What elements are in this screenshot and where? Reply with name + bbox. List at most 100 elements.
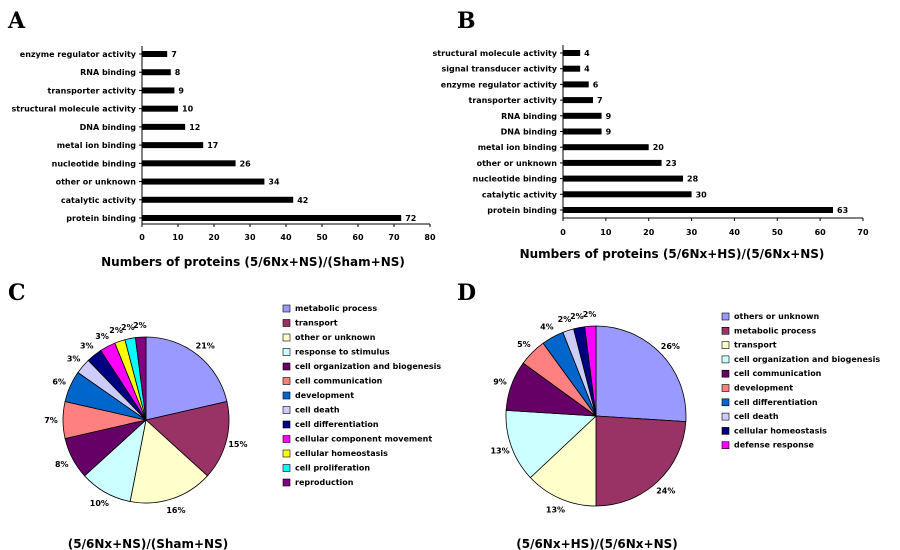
x-axis-label: Numbers of proteins (5/6Nx+HS)/(5/6Nx+NS…: [520, 247, 825, 261]
panel-letter: C: [8, 280, 26, 306]
legend-label: cell communication: [295, 377, 383, 386]
legend-swatch: [282, 478, 291, 487]
x-tick-label: 40: [729, 228, 741, 237]
slice-percent-label: 9%: [493, 377, 507, 386]
x-tick-label: 0: [560, 228, 566, 237]
legend-swatch: [721, 369, 730, 378]
legend-label: metabolic process: [734, 326, 816, 335]
bar-value-label: 10: [182, 105, 194, 114]
category-label: nucleotide binding: [52, 159, 137, 168]
category-label: other or unknown: [56, 178, 137, 187]
legend-swatch: [282, 464, 291, 472]
bar-value-label: 26: [240, 159, 252, 168]
legend-label: cellular homeostasis: [295, 449, 388, 458]
bar: [563, 175, 683, 182]
bar: [142, 178, 265, 185]
bar: [563, 159, 662, 166]
category-label: catalytic activity: [482, 190, 558, 199]
x-tick-label: 10: [172, 233, 184, 242]
category-label: enzyme regulator activity: [20, 50, 137, 59]
x-tick-label: 60: [815, 228, 827, 237]
slice-percent-label: 8%: [55, 460, 69, 469]
category-label: DNA binding: [80, 123, 137, 132]
legend-swatch: [721, 427, 730, 435]
x-tick-label: 60: [352, 233, 364, 242]
panel-letter: D: [457, 280, 476, 306]
pie-caption: (5/6Nx+NS)/(Sham+NS): [68, 537, 228, 550]
legend-label: reproduction: [295, 478, 354, 487]
x-tick-label: 50: [772, 228, 784, 237]
slice-percent-label: 6%: [52, 378, 66, 387]
bar: [142, 87, 175, 94]
pie-slice: [129, 419, 209, 504]
bar-value-label: 4: [584, 49, 590, 58]
x-tick-label: 20: [643, 228, 655, 237]
category-label: transporter activity: [48, 86, 137, 95]
x-tick-label: 40: [280, 233, 292, 242]
bar-value-label: 12: [189, 123, 200, 132]
bar: [563, 128, 602, 135]
bar-value-label: 7: [171, 50, 177, 59]
x-tick-label: 50: [316, 233, 328, 242]
bar: [142, 51, 168, 57]
legend-label: cell organization and biogenesis: [734, 355, 880, 364]
slice-percent-label: 24%: [656, 486, 675, 495]
legend-label: cell organization and biogenesis: [295, 362, 441, 371]
bar-value-label: 9: [606, 128, 612, 137]
slice-percent-label: 15%: [228, 440, 247, 449]
legend-label: cell differentiation: [734, 398, 818, 407]
panel-letter: A: [7, 8, 26, 34]
x-tick-label: 70: [857, 228, 869, 237]
bar-value-label: 34: [268, 178, 280, 187]
legend-swatch: [721, 412, 730, 421]
legend-swatch: [282, 333, 291, 342]
x-tick-label: 30: [686, 228, 698, 237]
legend-swatch: [282, 406, 291, 414]
category-label: metal ion binding: [478, 143, 558, 152]
x-tick-label: 70: [388, 233, 400, 242]
category-label: protein binding: [66, 214, 136, 223]
legend-swatch: [721, 326, 730, 335]
pie-slice: [145, 336, 228, 421]
slice-percent-label: 2%: [558, 315, 572, 324]
category-label: protein binding: [487, 206, 557, 215]
bar: [563, 112, 602, 119]
x-tick-label: 0: [139, 233, 145, 242]
legend-label: cell proliferation: [295, 464, 370, 473]
legend-label: cell death: [295, 406, 340, 415]
category-label: transporter activity: [469, 96, 558, 105]
slice-percent-label: 10%: [90, 499, 109, 508]
bar-value-label: 28: [687, 175, 699, 184]
bar-value-label: 42: [297, 196, 308, 205]
legend-swatch: [721, 355, 730, 364]
legend-label: cell communication: [734, 369, 822, 378]
x-tick-label: 80: [424, 233, 436, 242]
bar: [563, 144, 649, 151]
slice-percent-label: 13%: [490, 447, 509, 456]
category-label: RNA binding: [80, 68, 136, 77]
bar: [563, 207, 833, 213]
legend-swatch: [282, 362, 291, 371]
bar: [142, 215, 402, 221]
legend-swatch: [721, 384, 730, 392]
category-label: DNA binding: [501, 128, 558, 137]
legend-label: others or unknown: [734, 312, 819, 321]
slice-percent-label: 2%: [570, 312, 584, 321]
slice-percent-label: 2%: [121, 323, 135, 332]
legend-label: development: [295, 391, 354, 400]
pie-slice: [134, 336, 147, 421]
legend-label: defense response: [734, 441, 815, 450]
slice-percent-label: 16%: [166, 506, 185, 515]
panel-d: D 26% others or unknown 24% metabolic proces…: [457, 280, 880, 550]
legend-swatch: [282, 391, 291, 400]
bar-value-label: 8: [175, 68, 181, 77]
panel-c: C 21% metabolic process 15% transport 16% othe…: [8, 280, 441, 550]
bar: [563, 97, 593, 104]
bar-value-label: 9: [606, 112, 612, 121]
pie-slice: [584, 325, 597, 417]
legend-swatch: [721, 441, 730, 450]
bar-value-label: 9: [178, 86, 184, 95]
bar: [142, 123, 186, 130]
